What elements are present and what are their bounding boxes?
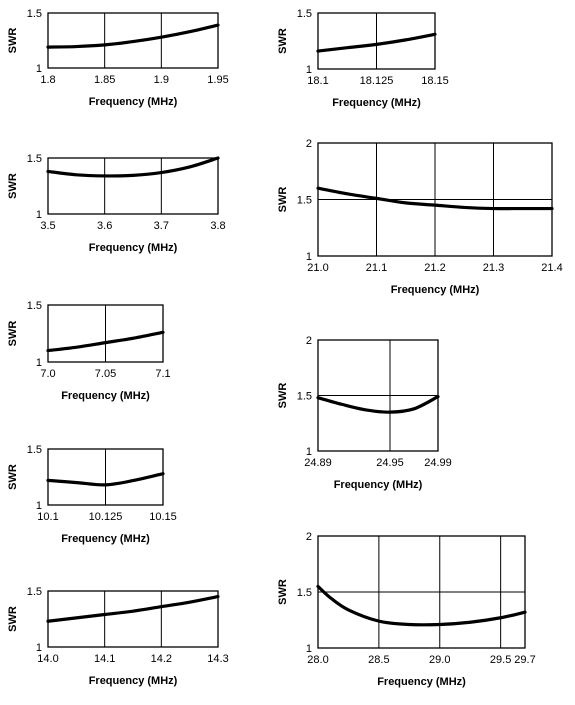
y-tick-label: 1 — [36, 209, 42, 221]
y-tick-label: 1 — [36, 642, 42, 654]
x-tick-label: 14.1 — [94, 653, 115, 665]
swr-curve — [46, 156, 220, 178]
x-axis-label: Frequency (MHz) — [61, 533, 150, 545]
x-tick-label: 24.89 — [304, 457, 332, 469]
swr-chart-2: 3.5 3.6 3.7 3.8 1 1.5 Frequency (MHz) SWR — [7, 153, 226, 254]
x-axis-label: Frequency (MHz) — [89, 96, 178, 108]
y-tick-label: 1 — [306, 643, 312, 655]
swr-curve — [46, 472, 165, 487]
y-axis-label: SWR — [7, 173, 19, 199]
x-tick-label: 18.15 — [421, 75, 449, 87]
swr-chart-8: 24.89 24.95 24.99 1 1.5 2 Frequency (MHz) SWR — [277, 335, 452, 491]
plot-frame — [47, 590, 219, 648]
x-tick-label: 14.3 — [207, 653, 228, 665]
x-tick-label: 3.6 — [97, 220, 112, 232]
x-tick-label: 1.95 — [207, 74, 228, 86]
x-tick-label: 7.0 — [40, 368, 55, 380]
x-tick-label: 18.125 — [360, 75, 394, 87]
y-tick-label: 1.5 — [27, 444, 42, 456]
x-tick-label: 10.15 — [149, 511, 177, 523]
x-axis-label: Frequency (MHz) — [332, 97, 421, 109]
swr-chart-7: 21.0 21.1 21.2 21.3 21.4 1 1.5 2 Frequency (MHz)… — [277, 138, 563, 296]
x-tick-label: 10.125 — [89, 511, 123, 523]
x-tick-label: 21.3 — [483, 262, 504, 274]
y-tick-label: 1.5 — [27, 8, 42, 20]
y-axis-label: SWR — [277, 28, 289, 54]
x-axis-label: Frequency (MHz) — [61, 390, 150, 402]
plot-frame — [47, 12, 219, 69]
x-tick-label: 21.4 — [541, 262, 562, 274]
swr-chart-4: 10.1 10.125 10.15 1 1.5 Frequency (MHz) SWR — [7, 444, 177, 545]
x-tick-label: 3.5 — [40, 220, 55, 232]
swr-curve — [316, 186, 554, 211]
x-tick-label: 14.2 — [151, 653, 172, 665]
y-tick-label: 1.5 — [27, 300, 42, 312]
x-axis-label: Frequency (MHz) — [391, 284, 480, 296]
x-tick-label: 14.0 — [37, 653, 58, 665]
y-tick-label: 1 — [36, 500, 42, 512]
x-tick-label: 7.1 — [155, 368, 170, 380]
x-tick-label: 28.5 — [368, 654, 389, 666]
y-tick-label: 1.5 — [297, 587, 312, 599]
swr-chart-9: 28.0 28.5 29.0 29.5 29.7 1 1.5 2 Frequency (MHz)… — [277, 531, 536, 688]
swr-curve — [316, 395, 440, 414]
y-axis-label: SWR — [277, 187, 289, 213]
y-tick-label: 1.5 — [27, 586, 42, 598]
x-tick-label: 29.5 — [490, 654, 511, 666]
y-tick-label: 1.5 — [27, 153, 42, 165]
y-tick-label: 1 — [36, 63, 42, 75]
x-tick-label: 18.1 — [307, 75, 328, 87]
x-tick-label: 3.7 — [154, 220, 169, 232]
swr-chart-6: 18.1 18.125 18.15 1 1.5 Frequency (MHz) SWR — [277, 8, 449, 109]
x-tick-label: 10.1 — [37, 511, 58, 523]
y-tick-label: 1.5 — [297, 8, 312, 20]
y-tick-label: 1.5 — [297, 391, 312, 403]
y-tick-label: 2 — [306, 531, 312, 543]
x-tick-label: 24.99 — [424, 457, 452, 469]
x-axis-label: Frequency (MHz) — [334, 479, 423, 491]
x-tick-label: 21.0 — [307, 262, 328, 274]
x-axis-label: Frequency (MHz) — [377, 676, 466, 688]
y-tick-label: 2 — [306, 138, 312, 150]
swr-curve — [46, 595, 220, 623]
swr-curve — [316, 32, 437, 53]
x-tick-label: 3.8 — [210, 220, 225, 232]
y-axis-label: SWR — [277, 383, 289, 409]
x-axis-label: Frequency (MHz) — [89, 242, 178, 254]
x-tick-label: 1.85 — [94, 74, 115, 86]
y-tick-label: 1 — [306, 64, 312, 76]
y-axis-label: SWR — [7, 606, 19, 632]
plot-frame — [47, 157, 219, 215]
x-tick-label: 28.0 — [307, 654, 328, 666]
y-tick-label: 1 — [36, 357, 42, 369]
x-axis-label: Frequency (MHz) — [89, 675, 178, 687]
x-tick-label: 1.9 — [154, 74, 169, 86]
x-tick-label: 21.1 — [366, 262, 387, 274]
swr-curve — [46, 330, 165, 353]
y-tick-label: 1 — [306, 446, 312, 458]
y-axis-label: SWR — [7, 321, 19, 347]
y-tick-label: 2 — [306, 335, 312, 347]
swr-chart-1: 1.8 1.85 1.9 1.95 1 1.5 Frequency (MHz) SWR — [7, 8, 229, 108]
x-tick-label: 21.2 — [424, 262, 445, 274]
y-tick-label: 1.5 — [297, 195, 312, 207]
x-tick-label: 1.8 — [40, 74, 55, 86]
x-tick-label: 7.05 — [95, 368, 116, 380]
x-tick-label: 29.0 — [429, 654, 450, 666]
y-axis-label: SWR — [277, 579, 289, 605]
y-axis-label: SWR — [7, 28, 19, 54]
swr-curve — [46, 23, 220, 49]
swr-chart-3: 7.0 7.05 7.1 1 1.5 Frequency (MHz) SWR — [7, 300, 171, 402]
swr-chart-5: 14.0 14.1 14.2 14.3 1 1.5 Frequency (MHz) SWR — [7, 586, 229, 687]
y-axis-label: SWR — [7, 464, 19, 490]
x-tick-label: 29.7 — [514, 654, 535, 666]
x-tick-label: 24.95 — [376, 457, 404, 469]
swr-curve — [316, 584, 527, 627]
y-tick-label: 1 — [306, 251, 312, 263]
